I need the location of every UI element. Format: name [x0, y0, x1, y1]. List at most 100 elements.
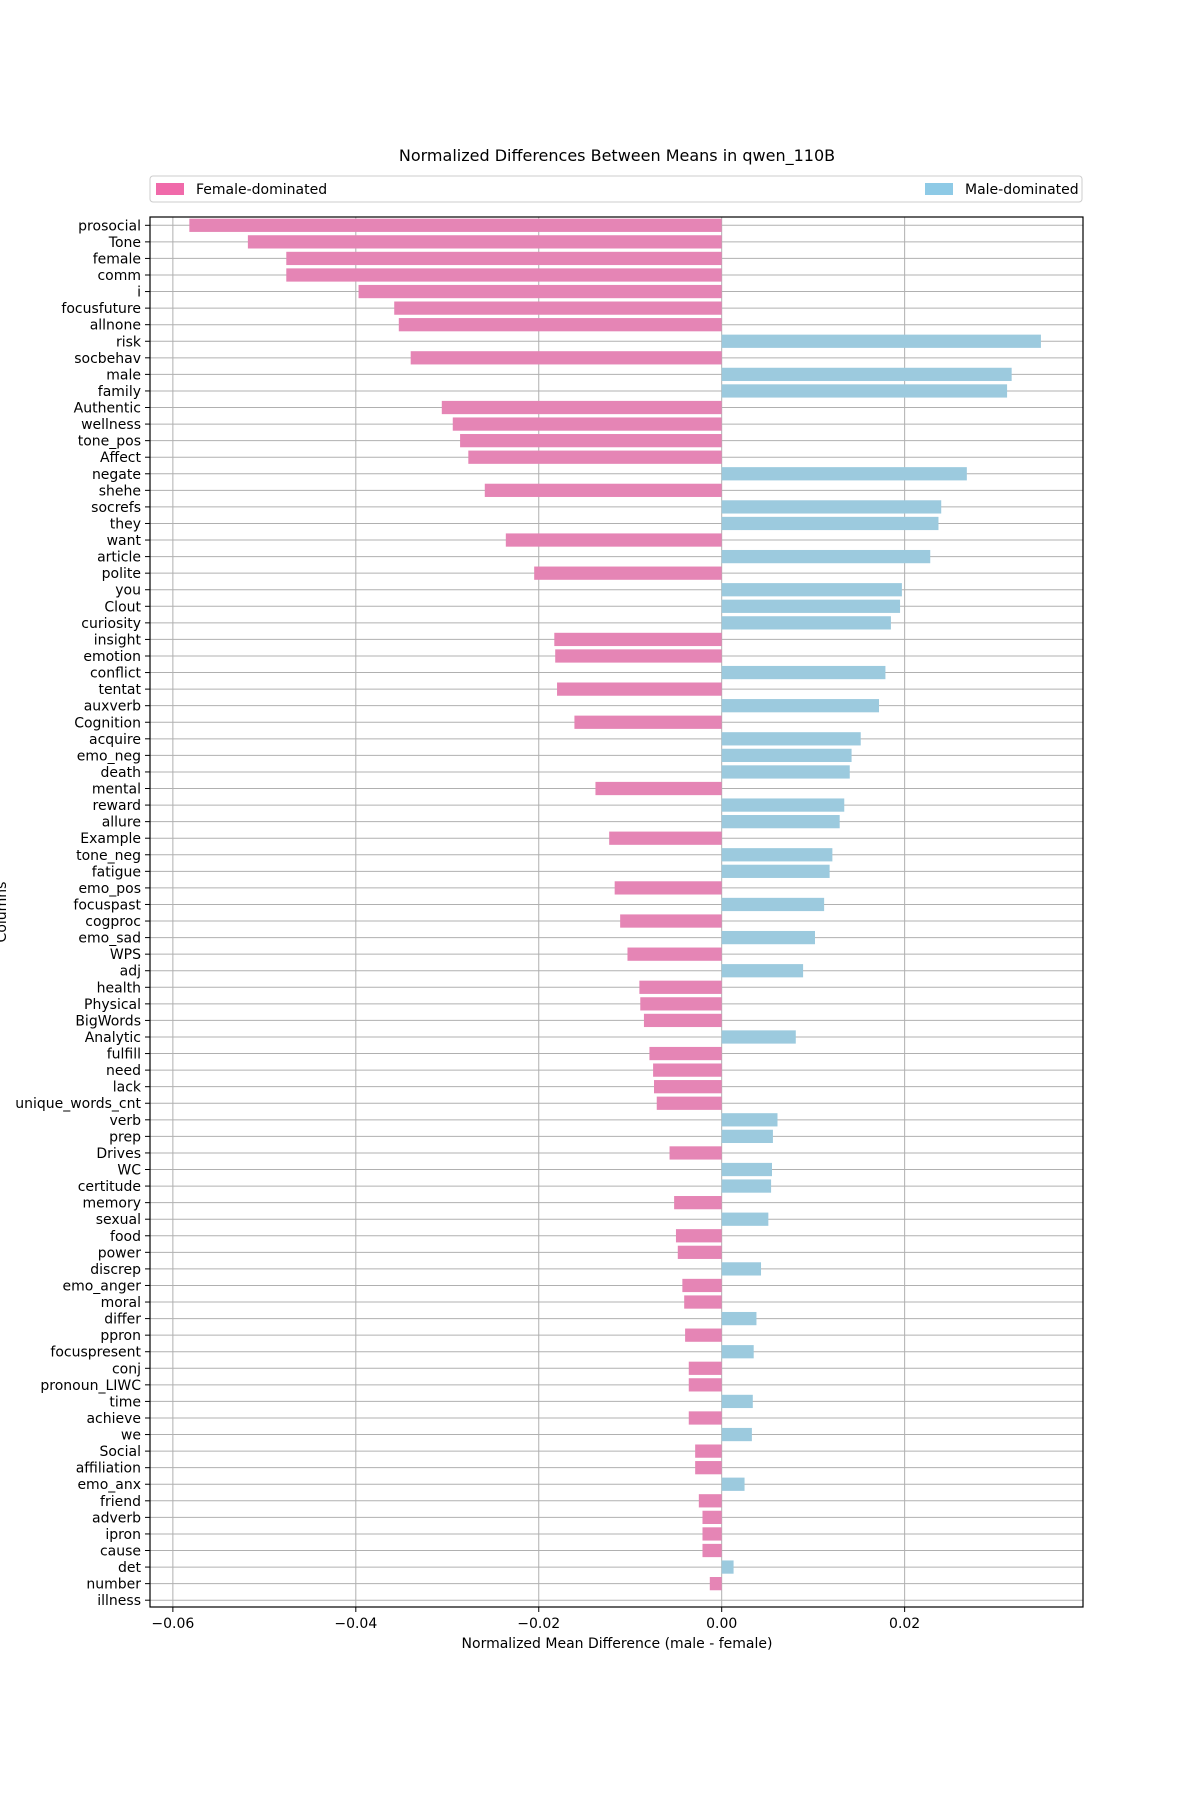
bar — [620, 914, 722, 928]
bar — [609, 831, 722, 845]
bar — [460, 434, 722, 448]
y-tick-label: we — [121, 1428, 141, 1444]
y-tick-label: emo_neg — [77, 748, 141, 764]
bar — [721, 599, 901, 613]
y-tick-label: allnone — [90, 318, 141, 334]
y-tick-label: affiliation — [76, 1461, 141, 1477]
bar — [640, 997, 722, 1011]
bar — [721, 1427, 752, 1442]
x-tick-label: −0.06 — [151, 1616, 194, 1632]
y-tick-label: Physical — [84, 997, 141, 1013]
bar — [398, 318, 722, 332]
y-tick-label: death — [101, 765, 141, 781]
y-tick-label: moral — [101, 1295, 141, 1311]
bar — [614, 881, 722, 895]
y-tick-label: allure — [102, 815, 141, 831]
y-tick-label: you — [115, 583, 141, 599]
y-tick-label: unique_words_cnt — [15, 1096, 141, 1112]
y-tick-label: Drives — [96, 1146, 141, 1162]
bar — [721, 616, 891, 630]
bar — [595, 781, 722, 796]
y-tick-label: Analytic — [85, 1030, 141, 1046]
bar — [721, 1179, 772, 1193]
y-tick-label: conj — [112, 1361, 141, 1377]
bar — [721, 367, 1012, 382]
y-tick-label: Social — [99, 1444, 141, 1460]
y-tick-label: Affect — [100, 450, 142, 466]
bar — [721, 930, 815, 945]
x-tick-label: 0.02 — [889, 1616, 920, 1632]
legend-swatch-female — [156, 183, 184, 195]
bar — [721, 1262, 762, 1276]
bar — [189, 218, 722, 232]
bar — [721, 384, 1008, 398]
plot-area: −0.06 −0.04 −0.02 0.00 0.02 prosocialTonefema… — [15, 217, 1083, 1632]
bar — [649, 1046, 722, 1061]
bar — [721, 549, 931, 564]
y-tick-label: cogproc — [85, 914, 141, 930]
bar — [695, 1461, 722, 1475]
bar — [358, 284, 722, 299]
y-tick-label: cause — [100, 1544, 141, 1560]
y-tick-label: tentat — [98, 682, 141, 698]
bar — [702, 1543, 722, 1558]
bar — [721, 1560, 734, 1574]
bar — [688, 1378, 722, 1392]
bar — [682, 1278, 722, 1293]
bar — [675, 1229, 722, 1243]
y-tick-label: male — [106, 367, 141, 383]
bar — [684, 1295, 722, 1309]
bar — [721, 665, 886, 680]
bar — [721, 864, 830, 878]
bar — [534, 566, 722, 580]
bar — [688, 1411, 722, 1425]
bar — [721, 583, 902, 597]
bar — [639, 980, 722, 994]
y-tick-label: curiosity — [81, 616, 141, 632]
y-tick-label: verb — [109, 1113, 141, 1129]
y-tick-label: focusfuture — [61, 301, 141, 317]
y-tick-label: prep — [109, 1129, 141, 1145]
y-tick-label: BigWords — [75, 1013, 141, 1029]
y-tick-label: emo_anx — [77, 1477, 141, 1493]
bar — [674, 1196, 722, 1210]
y-tick-label: time — [109, 1394, 141, 1410]
bar — [685, 1328, 722, 1342]
y-tick-label: power — [98, 1245, 142, 1261]
bar — [721, 964, 804, 978]
bar — [247, 235, 722, 249]
legend-swatch-male — [925, 183, 953, 195]
y-tick-label: WPS — [110, 947, 141, 963]
bar — [468, 450, 722, 464]
y-tick-label: emo_anger — [62, 1278, 141, 1294]
y-tick-label: negate — [92, 467, 141, 483]
y-tick-label: emotion — [83, 649, 141, 665]
bar — [721, 1311, 757, 1326]
chart-title: Normalized Differences Between Means in … — [399, 146, 835, 166]
legend-label-female: Female-dominated — [196, 182, 327, 198]
bar — [554, 632, 722, 647]
y-tick-label: lack — [113, 1080, 142, 1096]
bar — [702, 1510, 722, 1525]
y-tick-label: reward — [93, 798, 142, 814]
plot-frame — [149, 216, 1084, 1608]
bar — [677, 1245, 722, 1259]
y-tick-label: wellness — [81, 417, 141, 433]
bar — [702, 1527, 722, 1541]
bar — [721, 500, 942, 514]
y-tick-label: comm — [97, 268, 141, 284]
y-tick-label: i — [137, 285, 141, 301]
y-tick-label: conflict — [90, 666, 142, 682]
bar — [721, 1113, 778, 1127]
bar — [721, 1162, 772, 1177]
y-tick-label: Example — [80, 831, 141, 847]
y-tick-label: mental — [92, 782, 141, 798]
y-tick-label: focuspresent — [50, 1345, 141, 1361]
y-tick-label: emo_pos — [78, 881, 141, 897]
y-tick-label: differ — [104, 1312, 141, 1328]
bar — [286, 251, 722, 266]
y-tick-label: Cognition — [74, 715, 141, 731]
bar — [721, 848, 833, 862]
bar — [721, 334, 1041, 348]
